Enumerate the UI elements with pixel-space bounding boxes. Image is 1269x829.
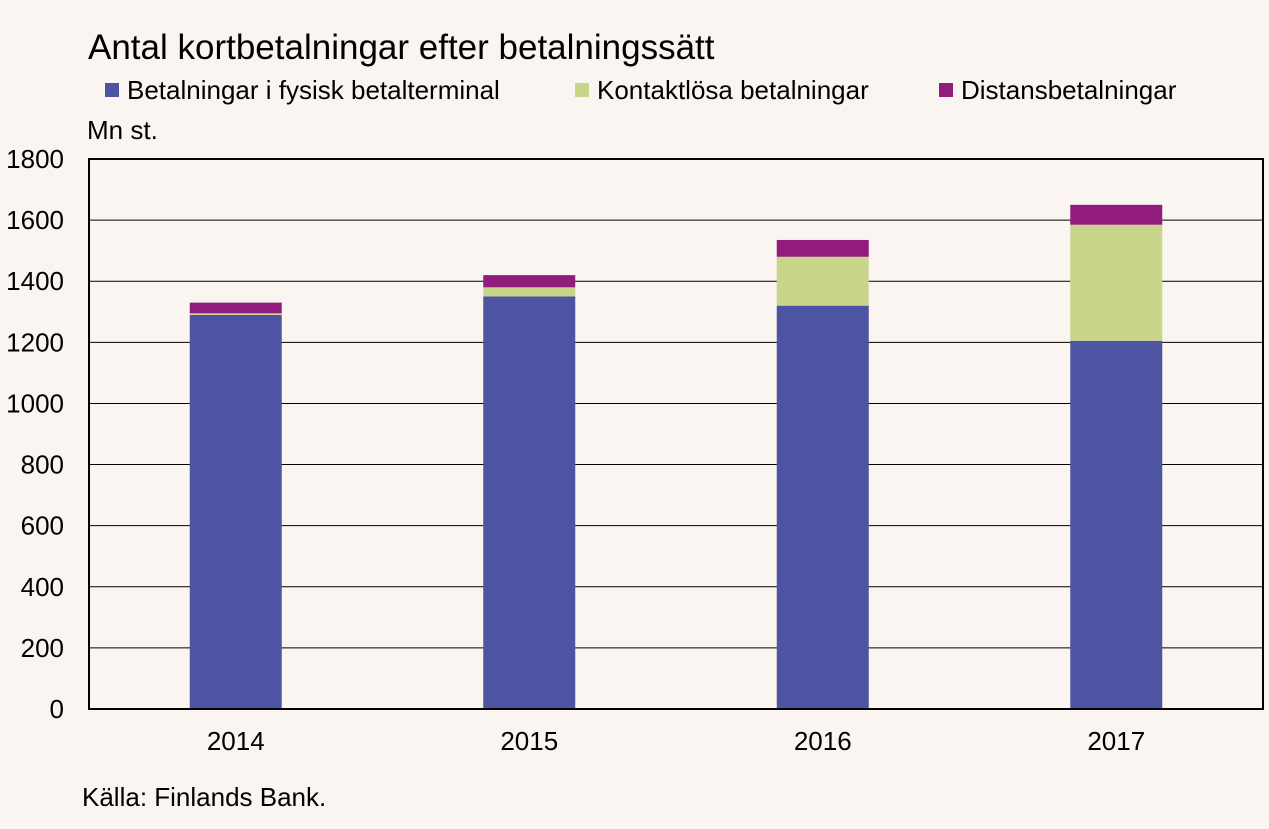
legend: Betalningar i fysisk betalterminal Kontak… — [105, 75, 1177, 105]
bars — [189, 204, 1163, 709]
grid-lines — [89, 219, 1263, 649]
y-tick-label: 800 — [21, 450, 64, 480]
bar-segment-series-2-2017 — [1070, 204, 1163, 225]
y-tick-label: 1000 — [6, 388, 64, 418]
y-tick-label: 200 — [21, 633, 64, 663]
bar-segment-series-0-2014 — [189, 314, 282, 709]
bar-segment-series-1-2016 — [776, 256, 869, 306]
x-axis-ticks: 2014 2015 2016 2017 — [207, 726, 1145, 756]
bar-segment-series-0-2016 — [776, 305, 869, 709]
y-tick-label: 0 — [50, 694, 64, 724]
y-tick-label: 600 — [21, 511, 64, 541]
legend-swatch — [105, 83, 119, 97]
bar-segment-series-2-2014 — [189, 302, 282, 314]
bar-segment-series-1-2017 — [1070, 224, 1163, 341]
legend-swatch — [939, 83, 953, 97]
bar-segment-series-2-2016 — [776, 239, 869, 257]
bar-segment-series-0-2017 — [1070, 340, 1163, 709]
bar-segment-series-1-2014 — [189, 313, 282, 315]
legend-swatch — [575, 83, 589, 97]
y-tick-label: 1400 — [6, 266, 64, 296]
x-tick-label: 2014 — [207, 726, 265, 756]
y-axis-unit: Mn st. — [87, 115, 158, 145]
y-tick-label: 400 — [21, 572, 64, 602]
source-note: Källa: Finlands Bank. — [82, 782, 326, 812]
bar-segment-series-0-2015 — [483, 296, 576, 709]
x-tick-label: 2016 — [794, 726, 852, 756]
x-tick-label: 2017 — [1087, 726, 1145, 756]
y-tick-label: 1200 — [6, 327, 64, 357]
y-axis-ticks: 0 200 400 600 800 1000 1200 1400 1600 1800 — [6, 144, 64, 724]
chart-title: Antal kortbetalningar efter betalningssä… — [88, 28, 715, 67]
bar-segment-series-1-2015 — [483, 287, 576, 297]
plot-frame — [88, 158, 1264, 710]
legend-label: Betalningar i fysisk betalterminal — [127, 75, 500, 105]
bar-segment-series-2-2015 — [483, 275, 576, 288]
y-tick-label: 1600 — [6, 205, 64, 235]
x-tick-label: 2015 — [500, 726, 558, 756]
y-tick-label: 1800 — [6, 144, 64, 174]
legend-label: Kontaktlösa betalningar — [597, 75, 869, 105]
legend-label: Distansbetalningar — [961, 75, 1177, 105]
